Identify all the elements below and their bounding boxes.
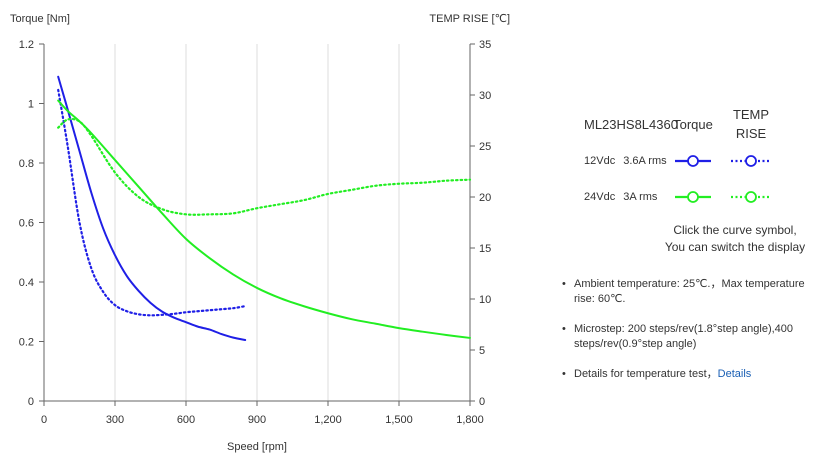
legend-col-temp-rise: TEMP RISE xyxy=(716,105,786,143)
solid-line-circle-icon xyxy=(675,155,711,167)
legend-col-temp-line1: TEMP xyxy=(732,107,770,122)
note-ambient-temperature: • Ambient temperature: 25℃.，Max temperat… xyxy=(560,277,810,307)
y-left-tick-label: 0.6 xyxy=(19,218,34,230)
note-microstep: • Microstep: 200 steps/rev(1.8°step angl… xyxy=(560,322,810,352)
legend-row-12v-voltage: 12Vdc xyxy=(584,155,616,167)
x-tick-label: 1,500 xyxy=(385,414,413,426)
y-right-tick-label: 25 xyxy=(479,141,491,153)
legend-row-24v-current: 3A rms xyxy=(623,191,658,203)
legend-row-24v-label: 24Vdc 3A rms xyxy=(560,179,670,215)
y-left-tick-label: 0.8 xyxy=(19,158,34,170)
dotted-line-circle-icon xyxy=(731,191,771,203)
series-line-2 xyxy=(57,99,471,339)
y-left-tick-label: 0 xyxy=(28,396,34,408)
y-left-tick-label: 0.2 xyxy=(19,337,34,349)
axes xyxy=(39,43,475,406)
note-temperature-test: • Details for temperature test，Details xyxy=(560,367,810,382)
bullet-icon: • xyxy=(562,278,566,290)
y-right-tick-label: 30 xyxy=(479,90,491,102)
legend-row-12v-label: 12Vdc 3.6A rms xyxy=(560,143,670,179)
x-tick-label: 1,200 xyxy=(314,414,342,426)
note-microstep-text: Microstep: 200 steps/rev(1.8°step angle)… xyxy=(574,323,794,350)
series-line-0 xyxy=(57,75,247,342)
x-tick-label: 1,800 xyxy=(456,414,484,426)
bullet-icon: • xyxy=(562,368,566,380)
y-right-tick-label: 5 xyxy=(479,345,485,357)
series-lines xyxy=(57,75,472,342)
note-temperature-test-text: Details for temperature test， xyxy=(574,368,718,380)
solid-line-circle-icon xyxy=(675,191,711,203)
y-right-tick-label: 15 xyxy=(479,243,491,255)
y-right-axis-title: TEMP RISE [℃] xyxy=(429,13,510,25)
axis-labels: 0 300 600 900 1,200 1,500 1,80000.20.40.60.811… xyxy=(10,13,510,453)
click-symbol-note: Click the curve symbol, You can switch t… xyxy=(650,222,818,256)
x-tick-label: 600 xyxy=(177,414,195,426)
details-link[interactable]: Details xyxy=(717,368,752,380)
chart-svg: 0 300 600 900 1,200 1,500 1,80000.20.40.60.811… xyxy=(10,13,510,453)
y-right-tick-label: 0 xyxy=(479,396,485,408)
x-tick-label: 0 xyxy=(41,414,47,426)
legend-col-temp-line2: RISE xyxy=(735,126,767,141)
legend-row-12v-current: 3.6A rms xyxy=(623,155,667,167)
x-axis-title: Speed [rpm] xyxy=(227,441,287,453)
bullet-icon: • xyxy=(562,323,566,335)
x-tick-label: 300 xyxy=(106,414,124,426)
legend-row-24v-voltage: 24Vdc xyxy=(584,191,616,203)
y-right-tick-label: 35 xyxy=(479,39,491,51)
x-tick-label: 900 xyxy=(248,414,266,426)
legend-24v-temp-symbol[interactable] xyxy=(716,179,786,215)
notes-list: • Ambient temperature: 25℃.，Max temperat… xyxy=(560,277,810,397)
y-left-axis-title: Torque [Nm] xyxy=(10,13,70,25)
legend-12v-temp-symbol[interactable] xyxy=(716,143,786,179)
series-line-3 xyxy=(57,117,472,216)
torque-speed-chart: 0 300 600 900 1,200 1,500 1,800 0 0.2 0.4 0.6 0.8 1 1… xyxy=(10,13,510,453)
series-line-1 xyxy=(57,88,247,317)
legend-col-torque: Torque xyxy=(673,116,713,132)
grid-lines xyxy=(114,44,400,401)
y-left-tick-label: 0.4 xyxy=(19,277,34,289)
y-left-tick-label: 1 xyxy=(28,99,34,111)
legend-24v-torque-symbol[interactable] xyxy=(670,179,716,215)
legend-panel: ML23HS8L4360 Torque TEMP RISE 12Vdc 3.6A… xyxy=(560,105,810,215)
dotted-line-circle-icon xyxy=(731,155,771,167)
y-right-tick-label: 10 xyxy=(479,294,491,306)
legend-12v-torque-symbol[interactable] xyxy=(670,143,716,179)
note-ambient-text: Ambient temperature: 25℃.，Max temperatur… xyxy=(574,278,805,305)
click-note-line1: Click the curve symbol, xyxy=(673,223,797,237)
legend-model-name: ML23HS8L4360 xyxy=(584,116,678,132)
click-note-line2: You can switch the display xyxy=(664,240,806,254)
y-left-tick-label: 1.2 xyxy=(19,39,34,51)
y-right-tick-label: 20 xyxy=(479,192,491,204)
